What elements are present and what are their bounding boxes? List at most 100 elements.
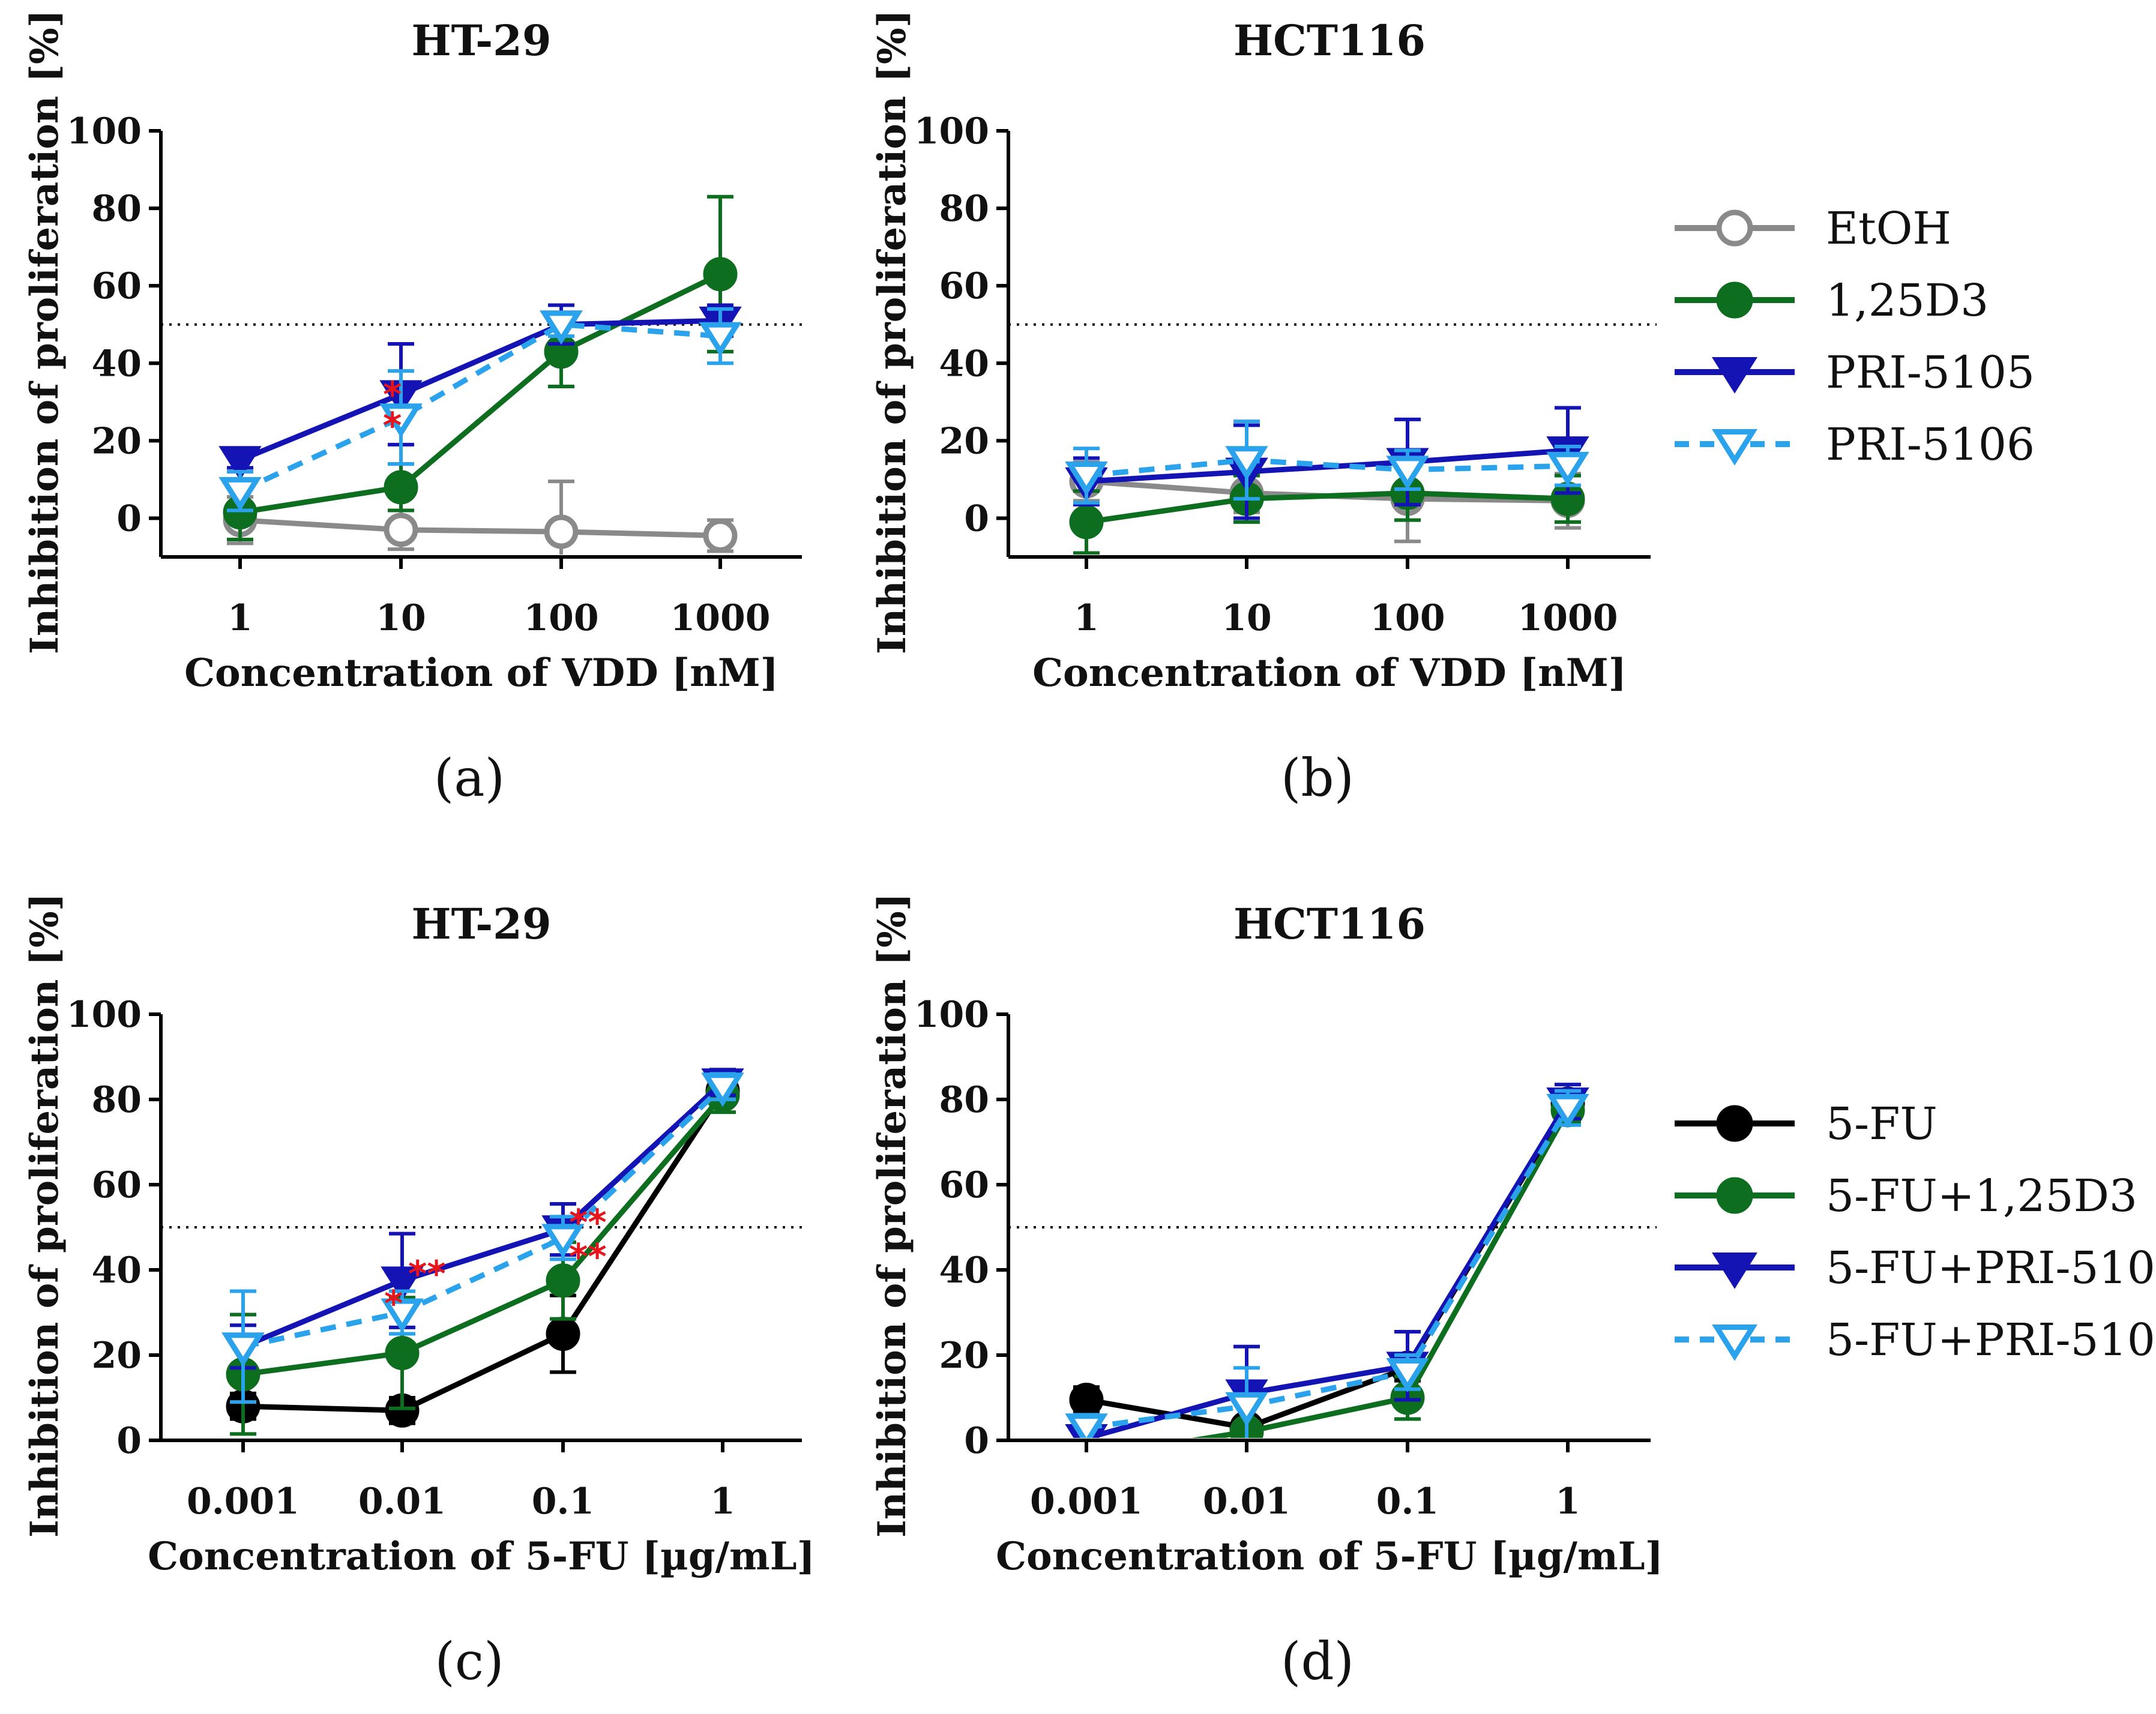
- x-tick-label: 1: [1074, 597, 1099, 639]
- series-group: [221, 1068, 744, 1436]
- data-point: [379, 403, 423, 438]
- series-5-FU+PRI-5106: [1065, 1089, 1589, 1438]
- legend-entry: 5-FU+PRI-5106: [1675, 1314, 2156, 1366]
- legend: 5-FU 5-FU+1,25D3 5-FU+PRI-5105 5-FU+PRI-510…: [1675, 1098, 2156, 1366]
- significance-star: *: [384, 1283, 403, 1325]
- y-tick-label: 80: [939, 188, 990, 230]
- series-line: [239, 322, 721, 494]
- y-tick-label: 40: [939, 343, 990, 385]
- data-point: [384, 470, 418, 505]
- panel-3: HT-29 0 20 40 60 80 100 0.001 0.01 0.1 1 Concentrat…: [22, 893, 815, 1692]
- series-5-FU+1,25D3: [1191, 1093, 1585, 1438]
- legend-marker: [1711, 1252, 1758, 1289]
- x-tick-label: 0.01: [358, 1481, 446, 1523]
- legend-entry: 1,25D3: [1675, 275, 1989, 326]
- data-point: [546, 1263, 580, 1298]
- x-axis-label: Concentration of VDD [nM]: [184, 651, 778, 696]
- significance-star: *: [383, 374, 402, 416]
- series-line: [1191, 1108, 1570, 1438]
- panel-label: (a): [434, 748, 505, 808]
- legend-marker: [1711, 357, 1758, 394]
- y-tick-label: 40: [92, 1249, 142, 1292]
- legend-entry: 5-FU: [1675, 1098, 1938, 1150]
- y-tick-label: 20: [939, 420, 990, 462]
- data-point: [1386, 1358, 1429, 1393]
- legend-label: 5-FU: [1826, 1098, 1938, 1150]
- panel-label: (b): [1281, 748, 1354, 808]
- legend-marker: [1716, 1177, 1753, 1214]
- y-tick-label: 0: [116, 498, 142, 540]
- series-5-FU+PRI-5105: [221, 1068, 744, 1370]
- y-tick-label: 0: [116, 1420, 142, 1462]
- x-tick-label: 1000: [670, 597, 771, 639]
- legend-marker: [1716, 1105, 1753, 1142]
- data-point: [385, 1335, 420, 1370]
- panel-label: (d): [1281, 1632, 1354, 1692]
- y-tick-label: 100: [914, 994, 989, 1036]
- series-line: [242, 1093, 725, 1377]
- series-PRI-5106: [1065, 419, 1589, 505]
- panel-4: HCT116 0 20 40 60 80 100 0.001 0.01 0.1 1 Concentra…: [870, 893, 1663, 1692]
- y-tick-label: 100: [67, 994, 142, 1036]
- y-axis-label: Inhibition of proliferation [%]: [22, 893, 67, 1538]
- legend-entry: 5-FU+PRI-5105: [1675, 1242, 2156, 1294]
- data-point: [703, 519, 738, 553]
- y-tick-label: 0: [964, 1420, 989, 1462]
- x-tick-label: 0.001: [1030, 1481, 1143, 1523]
- x-tick-label: 0.01: [1203, 1481, 1290, 1523]
- series-group: [1065, 1083, 1589, 1438]
- panel-label: (c): [435, 1632, 504, 1692]
- y-tick-label: 60: [92, 1164, 142, 1206]
- y-tick-label: 20: [92, 1335, 142, 1377]
- data-point: [1546, 451, 1589, 487]
- panel-1: HT-29 0 20 40 60 80 100 1 10 100 1000 Concentration…: [22, 10, 808, 808]
- series-line: [242, 1084, 725, 1350]
- series-EtOH: [223, 480, 738, 555]
- chart-title: HCT116: [1233, 16, 1426, 65]
- data-point: [218, 446, 262, 481]
- y-tick-label: 100: [67, 110, 142, 152]
- legend-marker: [1716, 281, 1753, 319]
- legend-label: EtOH: [1826, 203, 1951, 254]
- series-line: [239, 517, 721, 538]
- legend-label: 5-FU+1,25D3: [1826, 1170, 2137, 1222]
- x-axis-label: Concentration of 5-FU [µg/mL]: [148, 1534, 815, 1579]
- legend-marker: [1711, 1325, 1758, 1361]
- series-1,25D3: [223, 194, 738, 541]
- legend-entry: EtOH: [1675, 203, 1951, 254]
- significance-star: **: [569, 1202, 607, 1244]
- series-line: [239, 317, 721, 463]
- x-tick-label: 100: [1370, 597, 1445, 639]
- y-tick-label: 40: [92, 343, 142, 385]
- data-point: [541, 1224, 585, 1258]
- chart-title: HT-29: [411, 899, 551, 949]
- data-point: [1069, 1383, 1104, 1418]
- y-tick-label: 60: [92, 265, 142, 307]
- y-tick-label: 20: [92, 420, 142, 462]
- y-tick-label: 80: [939, 1079, 990, 1121]
- legend-label: 1,25D3: [1826, 275, 1989, 326]
- series-line: [1086, 1106, 1570, 1431]
- y-tick-label: 80: [92, 188, 142, 230]
- legend-entry: PRI-5105: [1675, 347, 2035, 398]
- data-point: [1225, 446, 1268, 481]
- legend: EtOH 1,25D3 PRI-5105 PRI-5106: [1675, 203, 2035, 471]
- chart-title: HT-29: [411, 16, 551, 65]
- data-point: [699, 322, 742, 356]
- data-point: [381, 1266, 424, 1301]
- series-group: [1065, 406, 1589, 555]
- data-point: [1386, 456, 1429, 490]
- x-tick-label: 1000: [1518, 597, 1618, 639]
- y-axis-label: Inhibition of proliferation [%]: [870, 893, 915, 1538]
- y-tick-label: 60: [939, 1164, 990, 1206]
- panel-2: HCT116 0 20 40 60 80 100 1 10 100 1000 Concentratio…: [870, 10, 1657, 808]
- legend-entry: 5-FU+1,25D3: [1675, 1170, 2137, 1222]
- series-line: [242, 1080, 725, 1349]
- data-point: [384, 513, 418, 547]
- data-point: [218, 477, 262, 511]
- x-axis-label: Concentration of VDD [nM]: [1032, 651, 1627, 696]
- legend-label: PRI-5105: [1826, 347, 2035, 398]
- significance-star: *: [383, 405, 402, 447]
- legend-label: 5-FU+PRI-5106: [1826, 1314, 2156, 1366]
